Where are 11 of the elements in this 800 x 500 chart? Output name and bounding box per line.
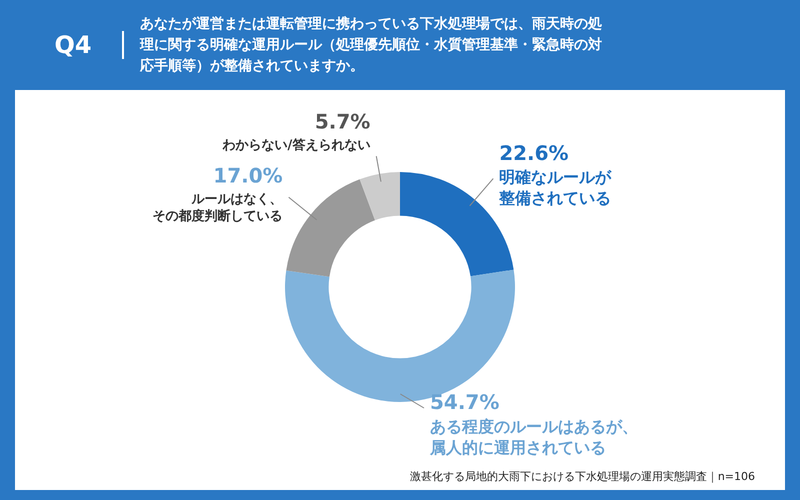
- chart-title: あなたが運営または運転管理に携わっている下水処理場では、雨天時の処理に関する明確な運用ルール（処理優先順位・水質管理基準・緊急時の対応手順等）が整備されていますか。: [140, 14, 603, 76]
- slice-label: 明確なルールが整備されている: [498, 168, 612, 208]
- data-label: 22.6%: [499, 140, 569, 165]
- slice-label: ルールはなく、その都度判断している: [152, 192, 283, 224]
- slice-label: わからない/答えられない: [222, 138, 370, 153]
- slice-label: ある程度のルールはあるが、属人的に運用されている: [429, 417, 638, 458]
- text: 激甚化する局地的大雨下における下水処理場の運用実態調査｜n=106: [410, 469, 755, 484]
- chart-subtitle: Q4: [38, 31, 124, 59]
- data-label: 17.0%: [213, 163, 283, 188]
- data-label: 5.7%: [314, 109, 370, 134]
- data-label: 54.7%: [430, 390, 500, 414]
